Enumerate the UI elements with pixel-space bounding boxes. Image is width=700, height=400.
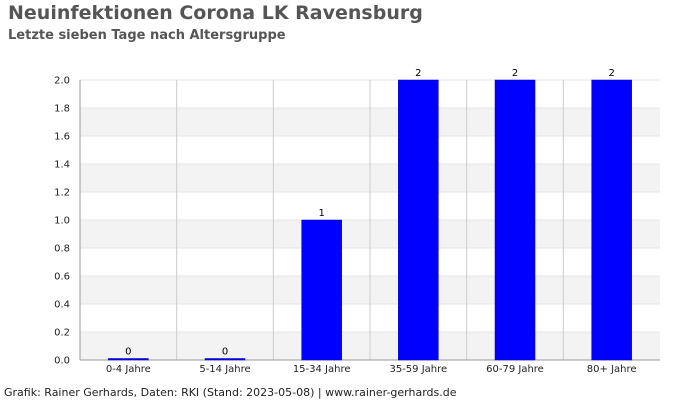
x-tick-label: 60-79 Jahre (486, 364, 544, 375)
data-label: 2 (415, 68, 421, 79)
y-tick-label: 1.4 (54, 160, 70, 171)
y-tick-label: 2.0 (54, 76, 70, 87)
data-label: 0 (125, 347, 131, 358)
y-tick-label: 1.8 (54, 104, 70, 115)
data-labels: 0 0 1 2 2 2 (125, 68, 615, 358)
data-label: 1 (318, 208, 324, 219)
bar-0-4 Jahre (108, 358, 149, 361)
data-label: 2 (608, 68, 614, 79)
y-tick-label: 0.4 (54, 300, 70, 311)
source-footer: Grafik: Rainer Gerhards, Daten: RKI (Sta… (4, 386, 457, 399)
bar-60-79 Jahre (494, 79, 536, 361)
x-tick-label: 35-59 Jahre (389, 364, 447, 375)
axes (79, 80, 660, 361)
bars (108, 79, 632, 361)
y-tick-label: 1.0 (54, 216, 70, 227)
y-tick-label: 0.6 (54, 272, 70, 283)
y-tick-label: 1.2 (54, 188, 70, 199)
x-tick-label: 80+ Jahre (587, 364, 637, 375)
bar-80+ Jahre (591, 79, 632, 361)
x-tick-label: 15-34 Jahre (293, 364, 351, 375)
bar-15-34 Jahre (301, 219, 342, 361)
x-tick-label: 5-14 Jahre (199, 364, 250, 375)
y-tick-label: 0.8 (54, 244, 70, 255)
y-tick-label: 0.0 (54, 356, 70, 367)
x-tick-label: 0-4 Jahre (106, 364, 151, 375)
data-label: 0 (222, 347, 228, 358)
bar-5-14 Jahre (204, 358, 246, 361)
vertical-gridlines (176, 80, 564, 360)
x-tick-labels: 0-4 Jahre 5-14 Jahre 15-34 Jahre 35-59 Jahr… (106, 364, 637, 375)
data-label: 2 (512, 68, 518, 79)
bar-35-59 Jahre (398, 79, 439, 361)
y-tick-labels: 0.0 0.2 0.4 0.6 0.8 1.0 1.2 1.4 1.6 1.8 2.0 (54, 76, 70, 367)
y-tick-label: 1.6 (54, 132, 70, 143)
chart-title: Neuinfektionen Corona LK Ravensburg (8, 2, 423, 24)
chart-subtitle: Letzte sieben Tage nach Altersgruppe (8, 28, 286, 43)
y-tick-label: 0.2 (54, 328, 70, 339)
